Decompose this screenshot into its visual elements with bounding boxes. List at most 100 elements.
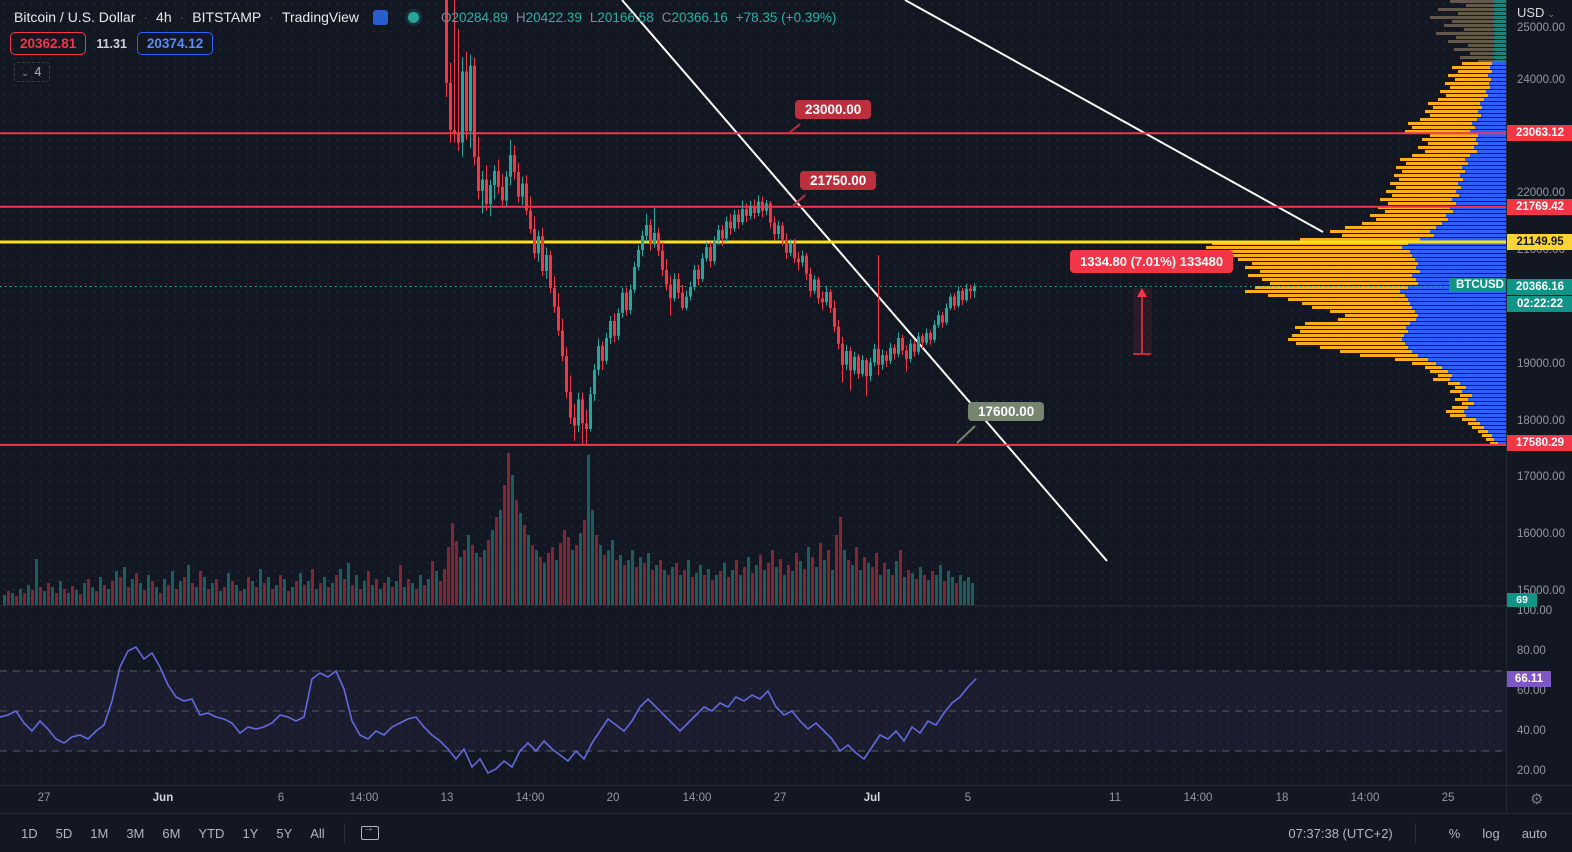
profile-row-yellow <box>1238 258 1415 261</box>
candle-body <box>721 230 724 239</box>
currency-selector[interactable]: USD ⌄ <box>1517 5 1555 20</box>
volume-bar <box>231 581 234 605</box>
volume-bar <box>207 589 210 605</box>
price-chart-canvas[interactable]: 23000.00 21750.00 17600.00 1334.80 (7.01… <box>0 0 1511 785</box>
profile-row-yellow <box>1360 354 1418 357</box>
volume-bar <box>127 587 130 605</box>
profile-row-blue <box>1452 374 1506 377</box>
volume-bar <box>599 545 602 605</box>
buy-button[interactable]: 20374.12 <box>136 32 214 55</box>
candle-body <box>865 360 868 377</box>
volume-bar <box>647 553 650 605</box>
time-axis-settings-icon[interactable]: ⚙ <box>1530 791 1544 808</box>
range-button-5d[interactable]: 5D <box>55 825 73 841</box>
scale-button-log[interactable]: log <box>1482 825 1500 841</box>
volume-bar <box>403 587 406 605</box>
profile-row-yellow <box>1430 114 1481 117</box>
profile-row-yellow <box>1420 118 1477 121</box>
profile-row-yellow <box>1418 146 1474 149</box>
candle-body <box>749 205 752 216</box>
range-button-ytd[interactable]: YTD <box>198 825 225 841</box>
candle-body <box>529 210 532 229</box>
candle-body <box>961 290 964 300</box>
volume-bar <box>587 455 590 605</box>
profile-row-yellow <box>1386 190 1456 193</box>
price-callout-17600[interactable]: 17600.00 <box>968 402 1045 421</box>
flag-icon[interactable] <box>372 9 388 25</box>
volume-bar <box>291 587 294 605</box>
candle-body <box>465 71 468 132</box>
profile-row-yellow <box>1428 142 1478 145</box>
range-button-6m[interactable]: 6M <box>162 825 181 841</box>
interval-label[interactable]: 4h <box>156 9 172 25</box>
volume-bar <box>111 581 114 605</box>
volume-bar <box>927 580 930 605</box>
profile-row-blue <box>1446 214 1506 217</box>
range-button-1y[interactable]: 1Y <box>242 825 259 841</box>
profile-row-blue <box>1478 142 1506 145</box>
scale-button-%[interactable]: % <box>1448 825 1461 841</box>
time-axis[interactable]: ⚙ 27 Jun 6 14:00 13 14:00 20 14:00 27 Jul 5 11 14:00… <box>0 785 1572 814</box>
range-button-1d[interactable]: 1D <box>21 825 38 841</box>
candle-body <box>645 224 648 236</box>
scale-button-auto[interactable]: auto <box>1521 825 1547 841</box>
range-button-1m[interactable]: 1M <box>90 825 109 841</box>
volume-bar <box>703 575 706 605</box>
market-status-icon[interactable] <box>407 11 419 23</box>
price-callout-23000[interactable]: 23000.00 <box>795 100 872 119</box>
profile-row-yellow <box>1430 370 1448 373</box>
range-button-all[interactable]: All <box>310 825 325 841</box>
price-axis[interactable]: USD⌄ 25000.0024000.0022000.0021000.00200… <box>1506 0 1572 785</box>
volume-bar <box>443 569 446 605</box>
sell-button[interactable]: 20362.81 <box>10 32 87 55</box>
symbol-title[interactable]: Bitcoin / U.S. Dollar <box>14 9 136 25</box>
volume-bar <box>727 577 730 605</box>
profile-row-yellow <box>1295 326 1406 329</box>
price-axis-badge: 21149.95 <box>1507 234 1572 250</box>
volume-bar <box>67 593 70 605</box>
candle-body <box>689 286 692 297</box>
profile-row-brown <box>1460 56 1494 59</box>
clock-label[interactable]: 07:37:38 (UTC+2) <box>1288 825 1393 841</box>
volume-bar <box>451 523 454 605</box>
chart-legend[interactable]: Bitcoin / U.S. Dollar · 4h · BITSTAMP · … <box>14 9 837 25</box>
volume-bar <box>55 593 58 605</box>
candle-body <box>677 278 680 293</box>
callout-tail <box>956 425 976 444</box>
volume-bar <box>459 557 462 605</box>
volume-bar <box>7 591 10 605</box>
volume-bar <box>799 561 802 605</box>
volume-bar <box>971 583 974 605</box>
drawings-group-toggle[interactable]: ⌄ 4 <box>14 62 51 82</box>
profile-row-blue <box>1490 86 1506 89</box>
volume-bar <box>907 570 910 605</box>
range-button-3m[interactable]: 3M <box>126 825 145 841</box>
profile-row-brown <box>1450 0 1494 3</box>
volume-bar <box>411 583 414 605</box>
candle-body <box>497 170 500 187</box>
volume-bar <box>495 517 498 605</box>
profile-row-blue <box>1480 102 1506 105</box>
go-to-date-icon[interactable] <box>360 823 379 840</box>
volume-bar <box>743 567 746 605</box>
candle-body <box>533 228 536 254</box>
measure-tool-label[interactable]: 1334.80 (7.01%) 133480 <box>1070 250 1234 273</box>
time-axis-label: Jul <box>863 792 881 804</box>
volume-bar <box>767 563 770 605</box>
volume-bar <box>135 573 138 605</box>
price-callout-21750[interactable]: 21750.00 <box>800 171 877 190</box>
candle-body <box>461 71 464 143</box>
scale-mode-buttons: % log auto <box>1438 822 1558 845</box>
profile-row-brown <box>1468 44 1494 47</box>
volume-bar <box>543 563 546 605</box>
volume-bar <box>619 555 622 605</box>
candle-body <box>949 296 952 308</box>
volume-bar <box>395 581 398 605</box>
brand-label: TradingView <box>281 9 359 25</box>
range-button-5y[interactable]: 5Y <box>276 825 293 841</box>
profile-row-teal-tip <box>1494 20 1506 23</box>
pane-separator[interactable] <box>0 605 1572 606</box>
volume-bar <box>107 589 110 605</box>
profile-row-yellow <box>1430 134 1478 137</box>
volume-bar <box>579 533 582 605</box>
